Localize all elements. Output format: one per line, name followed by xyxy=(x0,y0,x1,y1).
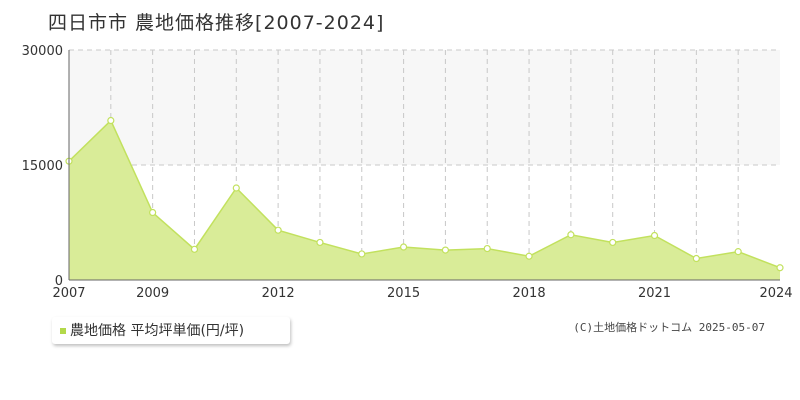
y-tick-label-0: 0 xyxy=(55,274,63,289)
data-point-2013 xyxy=(316,238,324,247)
data-point-2015 xyxy=(399,243,408,251)
data-point-2009 xyxy=(149,208,157,217)
data-point-2019 xyxy=(567,231,575,239)
data-point-2022 xyxy=(692,254,700,263)
data-points xyxy=(65,116,784,272)
data-point-2016 xyxy=(441,246,450,254)
legend-swatch xyxy=(60,328,66,334)
axes xyxy=(68,50,780,281)
data-point-2024 xyxy=(776,264,784,272)
x-tick-label-2009: 2009 xyxy=(136,286,169,301)
data-point-2017 xyxy=(483,244,491,253)
data-point-2023 xyxy=(734,248,742,256)
tick-labels: 0 15000 30000 2007 2009 2012 2015 2018 2021 2024 xyxy=(22,44,793,301)
y-tick-label-15000: 15000 xyxy=(22,159,63,174)
data-point-2014 xyxy=(358,250,366,258)
data-point-2020 xyxy=(609,238,617,247)
data-point-2011 xyxy=(232,184,240,192)
area-fill xyxy=(69,120,780,280)
y-tick-label-30000: 30000 xyxy=(22,44,63,59)
x-tick-label-2024: 2024 xyxy=(759,286,792,301)
data-point-2012 xyxy=(274,226,282,234)
data-point-2021 xyxy=(650,231,659,240)
legend-label: 農地価格 平均坪単価(円/坪) xyxy=(70,323,245,339)
x-tick-label-2015: 2015 xyxy=(387,286,420,301)
legend: 農地価格 平均坪単価(円/坪) xyxy=(52,317,290,344)
data-point-2008 xyxy=(107,116,115,125)
upper-band xyxy=(69,50,780,165)
chart-title: 四日市市 農地価格推移[2007-2024] xyxy=(48,12,385,34)
series-line xyxy=(68,119,781,269)
data-point-2018 xyxy=(525,252,533,260)
x-tick-label-2021: 2021 xyxy=(638,286,671,301)
copyright-text: (C)土地価格ドットコム 2025-05-07 xyxy=(573,321,765,334)
x-tick-label-2018: 2018 xyxy=(513,286,546,301)
data-point-2010 xyxy=(190,245,199,253)
x-tick-label-2007: 2007 xyxy=(52,286,85,301)
x-tick-label-2012: 2012 xyxy=(262,286,295,301)
